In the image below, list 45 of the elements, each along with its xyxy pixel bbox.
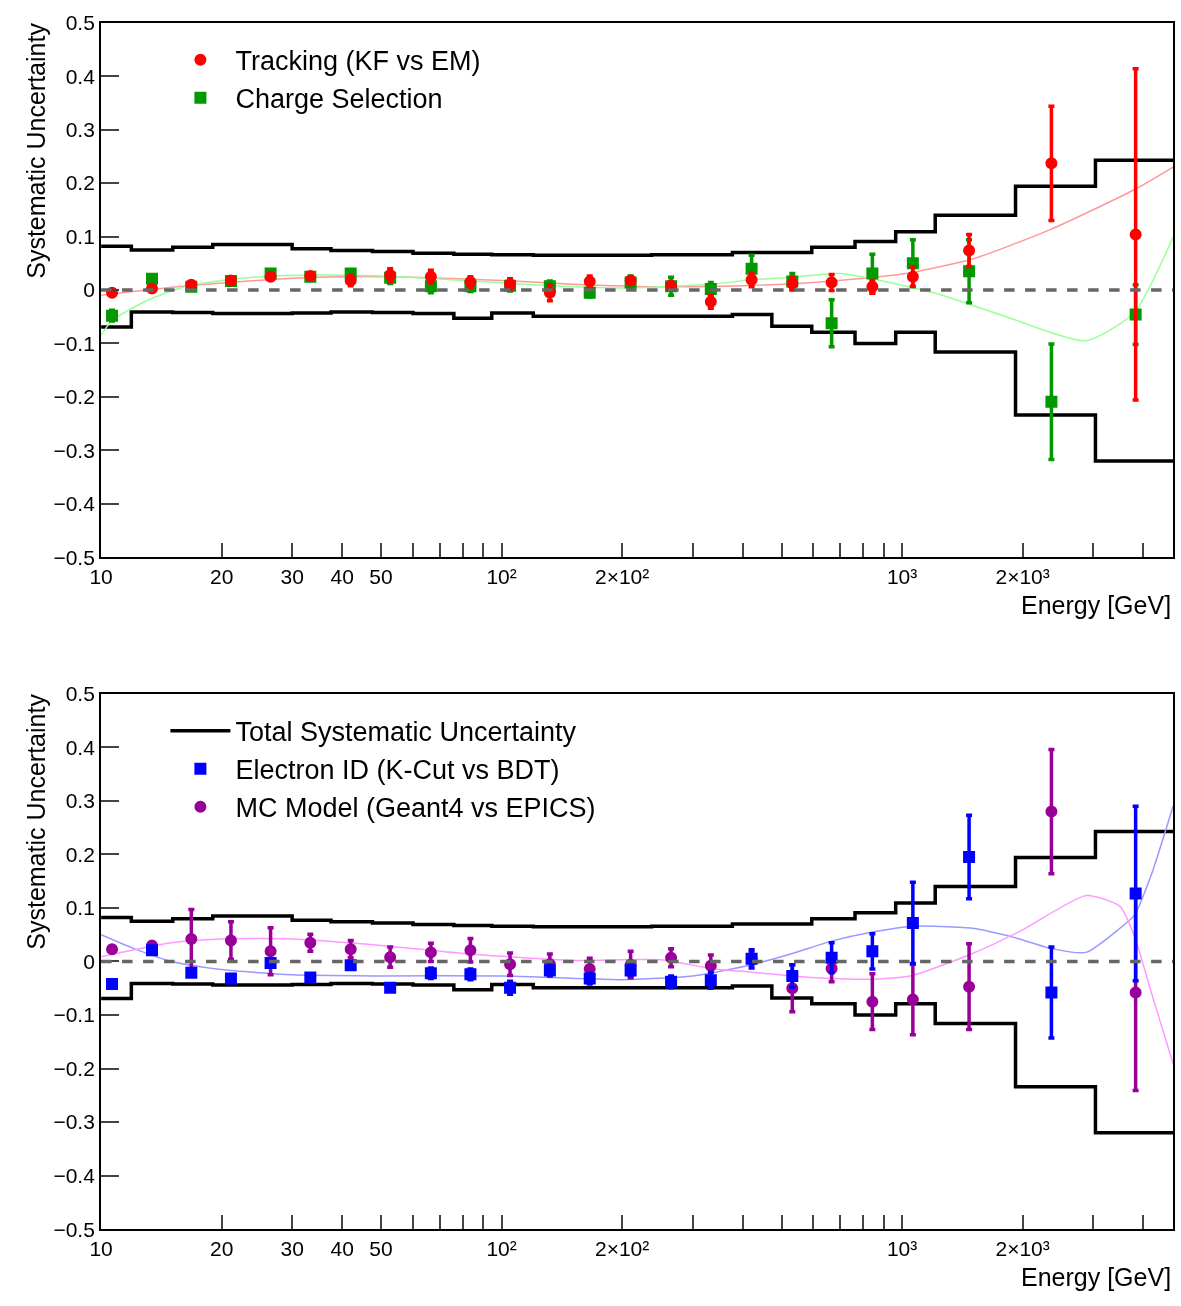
y-tick-label: 0.2: [65, 171, 95, 195]
y-tick-label: −0.1: [53, 331, 95, 355]
x-tick-label: 10³: [886, 1237, 918, 1261]
y-axis-title: Systematic Uncertainty: [22, 22, 51, 279]
x-tick-label: 10³: [886, 565, 918, 589]
x-tick-label: 50: [369, 1237, 393, 1261]
x-tick-label: 2×10³: [995, 1237, 1050, 1261]
y-tick-label: 0.3: [65, 118, 95, 142]
x-tick-label: 40: [330, 1237, 354, 1261]
x-tick-label: 20: [209, 565, 234, 589]
x-tick-label: 30: [280, 565, 304, 589]
legend-label: Tracking (KF vs EM): [235, 46, 481, 77]
y-tick-label: 0.5: [65, 11, 95, 35]
x-tick-label: 50: [369, 565, 393, 589]
y-tick-label: 0.5: [65, 682, 95, 706]
x-tick-label: 10²: [486, 1237, 517, 1261]
y-axis-title: Systematic Uncertainty: [22, 693, 51, 950]
y-tick-label: 0: [83, 278, 95, 302]
y-tick-label: 0: [83, 949, 95, 973]
y-tick-label: −0.4: [53, 492, 96, 516]
x-tick-label: 40: [330, 565, 354, 589]
y-tick-label: 0.4: [65, 735, 96, 759]
y-tick-label: −0.2: [53, 1056, 95, 1080]
legend-label: MC Model (Geant4 vs EPICS): [235, 793, 596, 824]
y-tick-label: 0.4: [65, 64, 96, 88]
x-tick-label: 2×10³: [995, 565, 1050, 589]
y-tick-label: 0.3: [65, 789, 95, 813]
y-tick-label: 0.2: [65, 842, 95, 866]
x-tick-label: 10²: [486, 565, 517, 589]
x-tick-label: 2×10²: [594, 1237, 650, 1261]
y-tick-label: −0.3: [53, 1110, 95, 1134]
x-axis-title: Energy [GeV]: [1021, 591, 1172, 619]
x-tick-label: 2×10²: [594, 565, 650, 589]
legend-label: Electron ID (K-Cut vs BDT): [235, 755, 560, 786]
legend-label: Total Systematic Uncertainty: [235, 717, 577, 748]
y-tick-label: −0.1: [53, 1003, 95, 1027]
legend-label: Charge Selection: [235, 84, 443, 115]
x-axis-title: Energy [GeV]: [1021, 1263, 1172, 1291]
y-tick-label: −0.2: [53, 385, 95, 409]
y-tick-label: 0.1: [65, 224, 95, 248]
x-tick-label: 30: [280, 1237, 304, 1261]
x-tick-label: 20: [209, 1237, 234, 1261]
y-tick-label: −0.3: [53, 438, 95, 462]
y-tick-label: 0.1: [65, 896, 95, 920]
y-tick-label: −0.4: [53, 1163, 96, 1187]
